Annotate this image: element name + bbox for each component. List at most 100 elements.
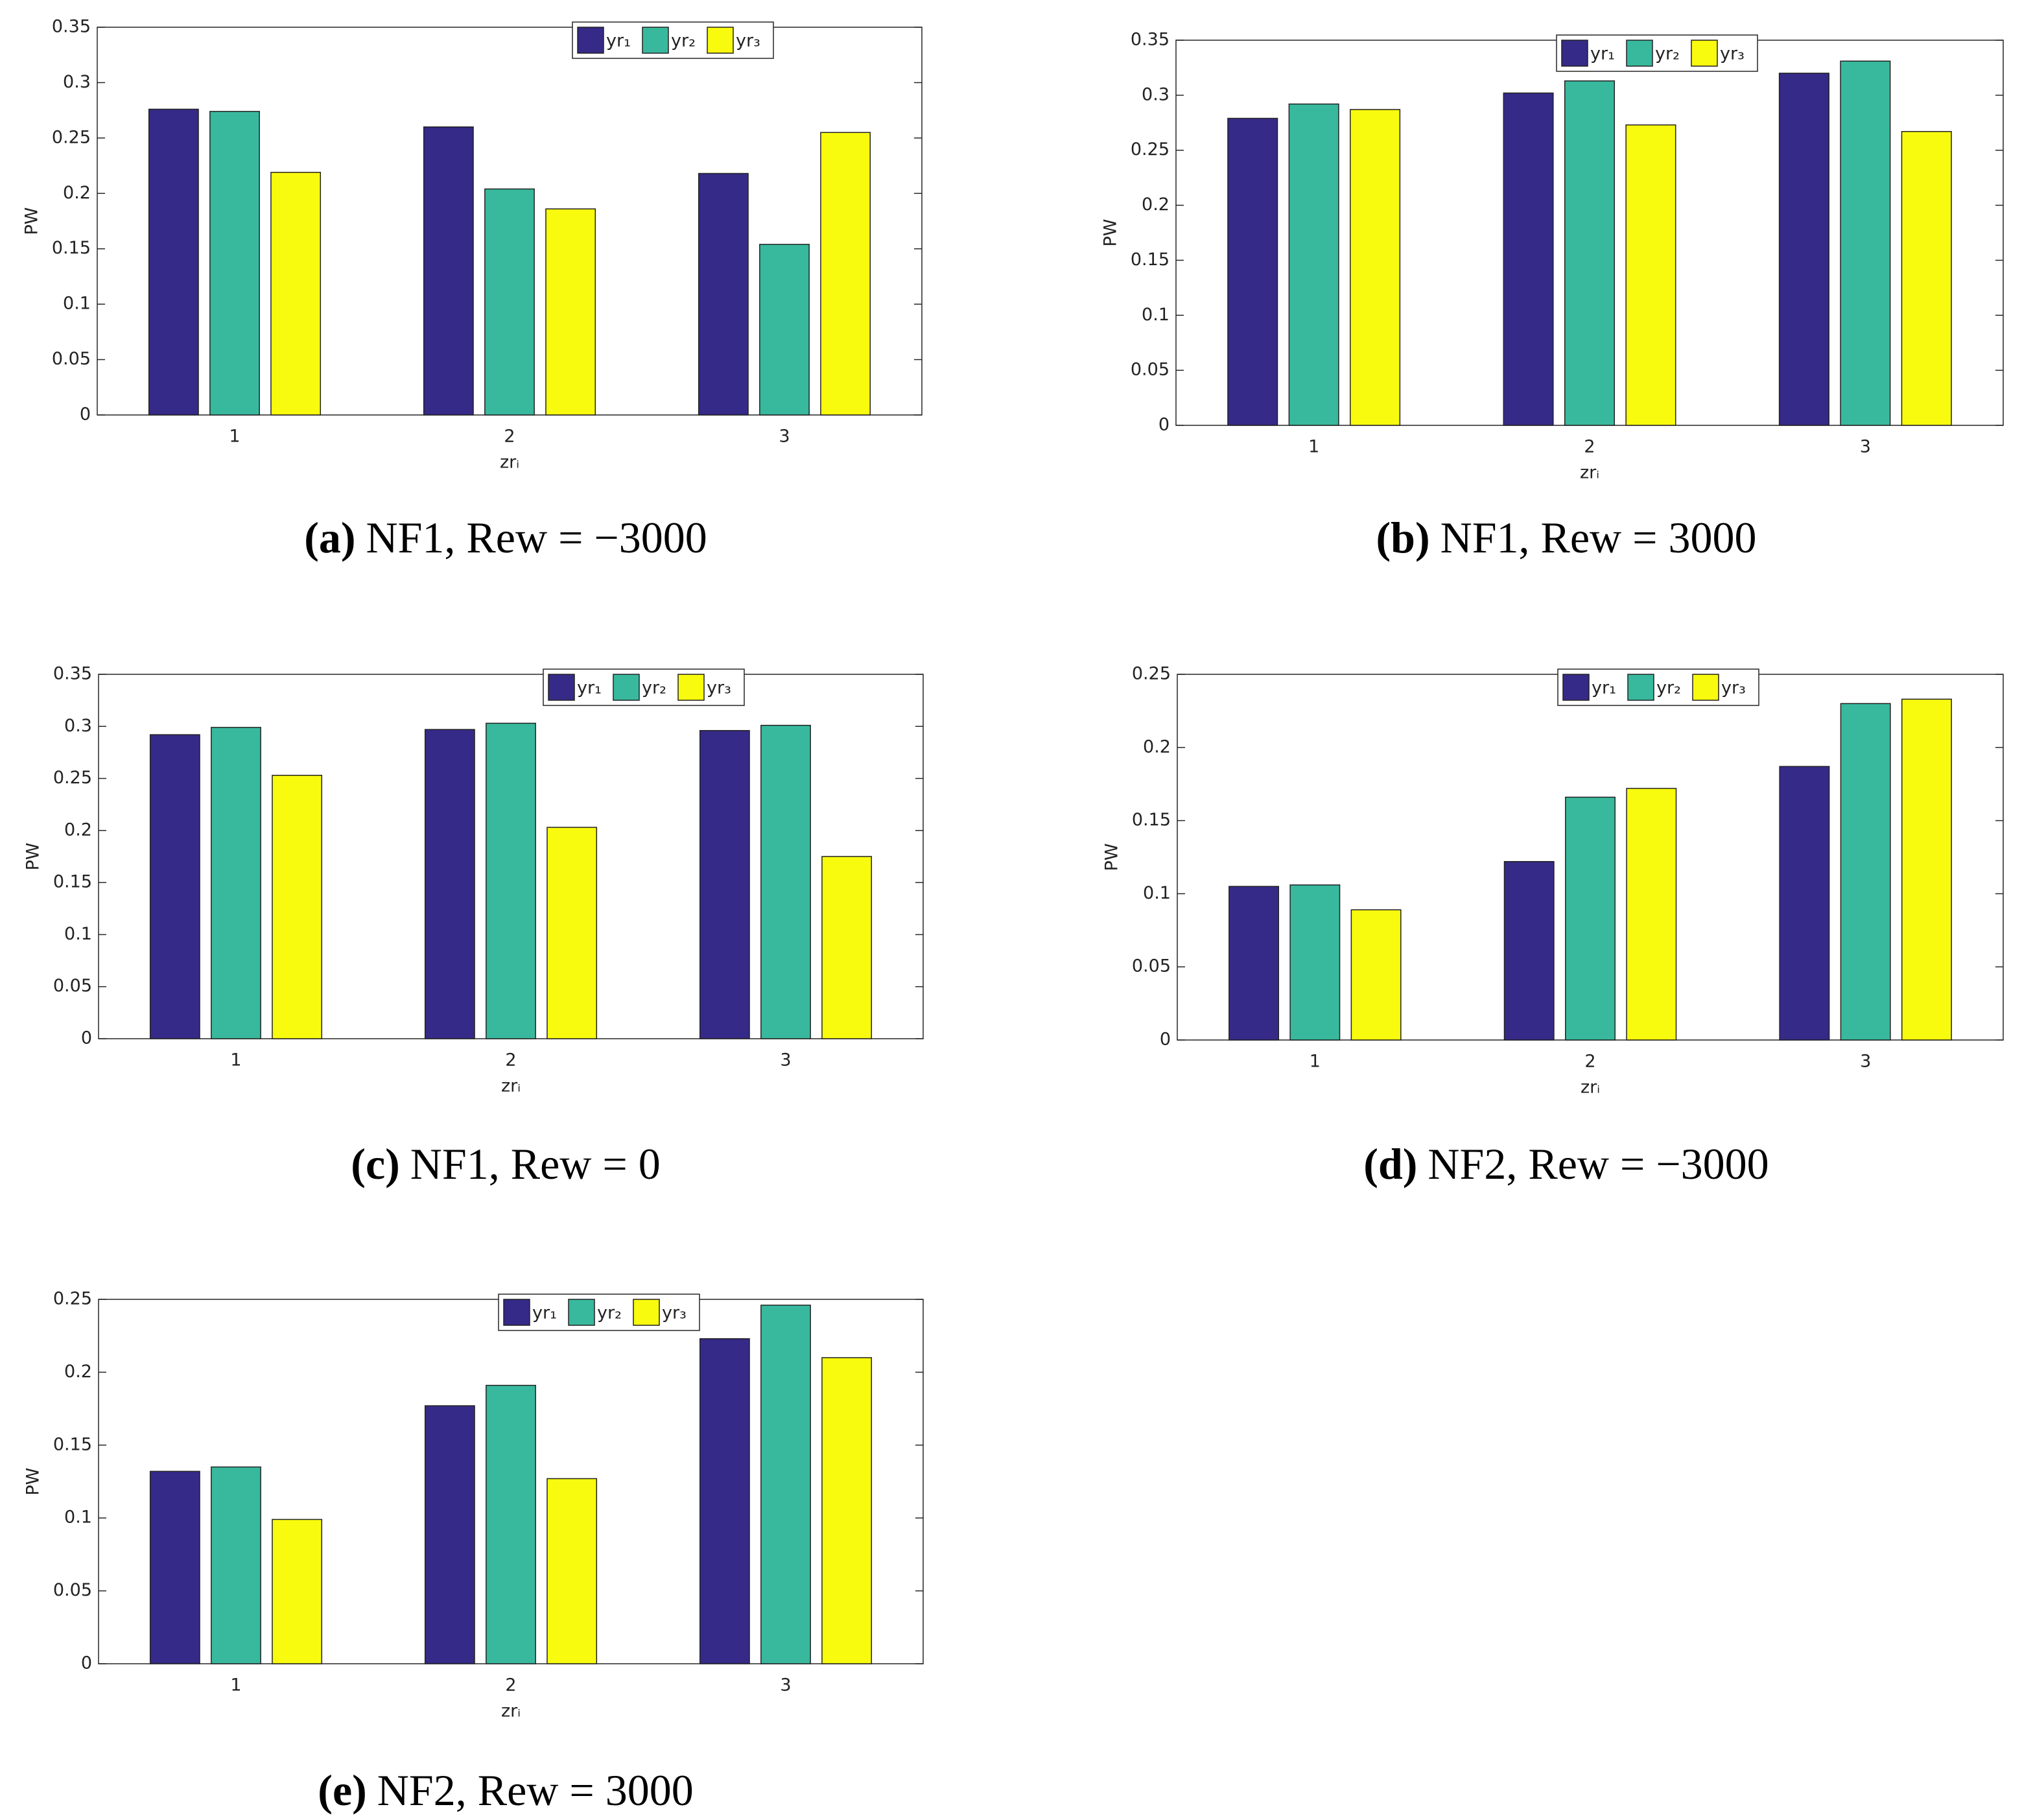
y-tick-label: 0.15	[52, 238, 91, 258]
bar	[1564, 80, 1616, 426]
legend	[1556, 34, 1758, 72]
bar	[759, 244, 810, 416]
bar	[547, 1478, 598, 1664]
y-tick-label: 0.1	[64, 924, 92, 944]
bar	[424, 1405, 475, 1664]
bar	[486, 722, 536, 1039]
bar	[1289, 884, 1341, 1041]
y-tick-label: 0.05	[53, 1580, 92, 1600]
legend-label: yr₃	[662, 1303, 687, 1323]
x-tick-label: 1	[1310, 1052, 1321, 1072]
legend-swatch	[1561, 40, 1588, 67]
bar	[699, 729, 750, 1039]
legend-label: yr₂	[597, 1303, 622, 1323]
bar	[1778, 73, 1829, 426]
bar	[545, 208, 596, 416]
x-tick-label: 3	[779, 427, 790, 447]
legend-swatch	[1562, 674, 1590, 701]
bar	[149, 734, 200, 1039]
y-tick-label: 0.05	[52, 349, 91, 369]
bar	[486, 1384, 536, 1664]
legend-swatch	[1627, 674, 1654, 701]
legend-swatch	[633, 1299, 660, 1326]
legend-label: yr₁	[1590, 44, 1615, 64]
legend-label: yr₁	[532, 1303, 557, 1323]
x-tick-label: 1	[230, 1675, 241, 1696]
y-tick-label: 0.25	[1131, 139, 1170, 160]
x-axis-label: zrᵢ	[501, 1076, 521, 1096]
y-tick-label: 0	[1158, 415, 1170, 435]
y-tick-label: 0.3	[63, 72, 91, 92]
bar	[1840, 60, 1891, 426]
legend-label: yr₃	[707, 678, 731, 698]
legend-label: yr₃	[1721, 678, 1746, 698]
y-tick-label: 0.2	[1142, 195, 1170, 215]
bar	[1503, 92, 1554, 426]
y-tick-label: 0.15	[1132, 810, 1171, 830]
y-tick-label: 0.3	[64, 716, 92, 736]
legend-label: yr₃	[1720, 44, 1745, 64]
y-tick-label: 0.15	[53, 1434, 92, 1454]
y-tick-label: 0.1	[63, 294, 91, 314]
legend-swatch	[677, 674, 705, 701]
y-tick-label: 0	[81, 1028, 92, 1048]
x-tick-label: 3	[1860, 437, 1871, 457]
y-axis-label: PW	[1102, 844, 1122, 871]
x-axis-label: zrᵢ	[500, 453, 519, 473]
y-axis-label: PW	[23, 1468, 43, 1496]
y-tick-label: 0.2	[64, 1362, 92, 1382]
caption: (e) NF2, Rew = 3000	[318, 1766, 693, 1815]
bar	[1503, 861, 1555, 1041]
caption: (d) NF2, Rew = −3000	[1363, 1139, 1769, 1188]
y-tick-label: 0.05	[1132, 956, 1171, 976]
x-tick-label: 2	[1584, 437, 1595, 457]
caption: (b) NF1, Rew = 3000	[1376, 513, 1756, 562]
y-tick-label: 0.05	[53, 976, 92, 996]
bar	[1901, 131, 1952, 426]
legend-swatch	[613, 674, 640, 701]
y-tick-label: 0.15	[53, 872, 92, 892]
y-tick-label: 0.3	[1142, 84, 1170, 104]
bar	[1288, 103, 1339, 426]
y-tick-label: 0.35	[1131, 30, 1170, 50]
legend-label: yr₂	[642, 678, 666, 698]
y-tick-label: 0	[1160, 1030, 1171, 1050]
bar	[1350, 909, 1402, 1041]
bar	[699, 1338, 750, 1664]
bar	[820, 132, 871, 416]
bar	[821, 1357, 873, 1664]
legend	[543, 668, 745, 706]
x-axis-label: zrᵢ	[1581, 1078, 1600, 1098]
x-tick-label: 1	[229, 427, 240, 447]
bar	[1228, 886, 1280, 1041]
y-tick-label: 0.15	[1131, 250, 1170, 270]
bar	[1227, 117, 1278, 426]
x-tick-label: 3	[780, 1050, 791, 1070]
y-tick-label: 0.2	[1143, 737, 1171, 757]
x-tick-label: 1	[230, 1050, 241, 1070]
bar	[272, 1519, 323, 1664]
legend-swatch	[1691, 40, 1718, 67]
legend-swatch	[1692, 674, 1719, 701]
bar	[1779, 766, 1830, 1041]
caption-label: (b)	[1376, 513, 1429, 562]
x-tick-label: 3	[1860, 1052, 1871, 1072]
legend	[498, 1294, 700, 1331]
bar	[1840, 703, 1891, 1041]
legend-label: yr₁	[577, 678, 602, 698]
x-tick-label: 3	[780, 1675, 791, 1696]
y-tick-label: 0	[80, 405, 91, 425]
legend-swatch	[577, 27, 604, 54]
caption-label: (e)	[318, 1766, 366, 1815]
caption: (a) NF1, Rew = −3000	[304, 513, 707, 562]
bar	[424, 729, 475, 1039]
x-tick-label: 2	[505, 1675, 516, 1696]
y-tick-label: 0	[81, 1653, 92, 1673]
legend-swatch	[1626, 40, 1653, 67]
y-tick-label: 0.25	[53, 768, 92, 788]
bar	[760, 724, 811, 1039]
legend	[572, 21, 774, 59]
legend-swatch	[642, 27, 669, 54]
bar	[547, 827, 598, 1039]
